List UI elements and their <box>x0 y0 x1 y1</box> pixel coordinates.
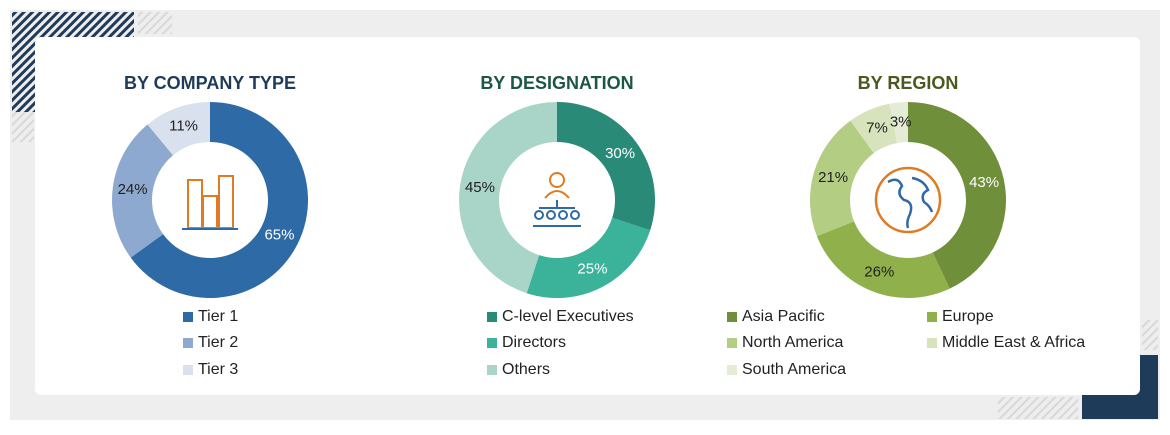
legend-label: Tier 2 <box>198 334 238 351</box>
legend-swatch <box>183 338 193 348</box>
icons <box>182 166 942 234</box>
globe-icon <box>874 166 942 234</box>
pie-slice <box>889 102 908 144</box>
decoration <box>1142 320 1158 350</box>
pie-slice <box>557 102 655 231</box>
building-icon <box>182 175 238 230</box>
legend-swatch <box>927 338 937 348</box>
legend-swatch <box>183 312 193 322</box>
legend-label: North America <box>742 334 843 351</box>
legend-label: Middle East & Africa <box>942 334 1085 351</box>
legend-label: Tier 3 <box>198 361 238 378</box>
legend-label: Directors <box>502 334 566 351</box>
data-label: 43% <box>969 174 999 191</box>
legend-label: Europe <box>942 308 994 325</box>
chart-title: BY REGION <box>858 73 959 93</box>
decoration <box>138 12 172 34</box>
legend-label: Others <box>502 361 550 378</box>
decoration <box>12 112 34 142</box>
pie-slice <box>908 102 1006 289</box>
legend-swatch <box>487 312 497 322</box>
data-label: 21% <box>818 169 848 186</box>
pie-slice <box>850 103 898 154</box>
pie-slice <box>810 120 874 237</box>
legend-swatch <box>487 365 497 375</box>
data-label: 30% <box>605 145 635 162</box>
data-label: 24% <box>118 181 148 198</box>
pie-slice <box>816 221 950 298</box>
legend-label: Asia Pacific <box>742 308 825 325</box>
data-label: 7% <box>866 119 888 136</box>
chart-title: BY DESIGNATION <box>480 73 633 93</box>
pie-slice <box>459 102 557 294</box>
pie-slice <box>147 102 210 156</box>
legend-swatch <box>487 338 497 348</box>
data-label: 26% <box>864 263 894 280</box>
legend-swatch <box>727 312 737 322</box>
pie-slice <box>526 217 651 299</box>
data-label: 3% <box>890 113 912 130</box>
data-label: 45% <box>465 179 495 196</box>
data-label: 25% <box>577 260 607 277</box>
legend-label: Tier 1 <box>198 308 238 325</box>
legend-swatch <box>183 365 193 375</box>
people-icon <box>533 172 581 227</box>
decoration <box>998 397 1078 419</box>
pie-slice <box>112 124 174 258</box>
data-label: 65% <box>264 226 294 243</box>
pie-slice <box>130 102 308 299</box>
data-label: 11% <box>169 118 198 135</box>
legend-swatch <box>927 312 937 322</box>
legend-label: C-level Executives <box>502 308 634 325</box>
legend-label: South America <box>742 361 846 378</box>
legend-swatch <box>727 338 737 348</box>
chart-title: BY COMPANY TYPE <box>124 73 296 93</box>
legend-swatch <box>727 365 737 375</box>
